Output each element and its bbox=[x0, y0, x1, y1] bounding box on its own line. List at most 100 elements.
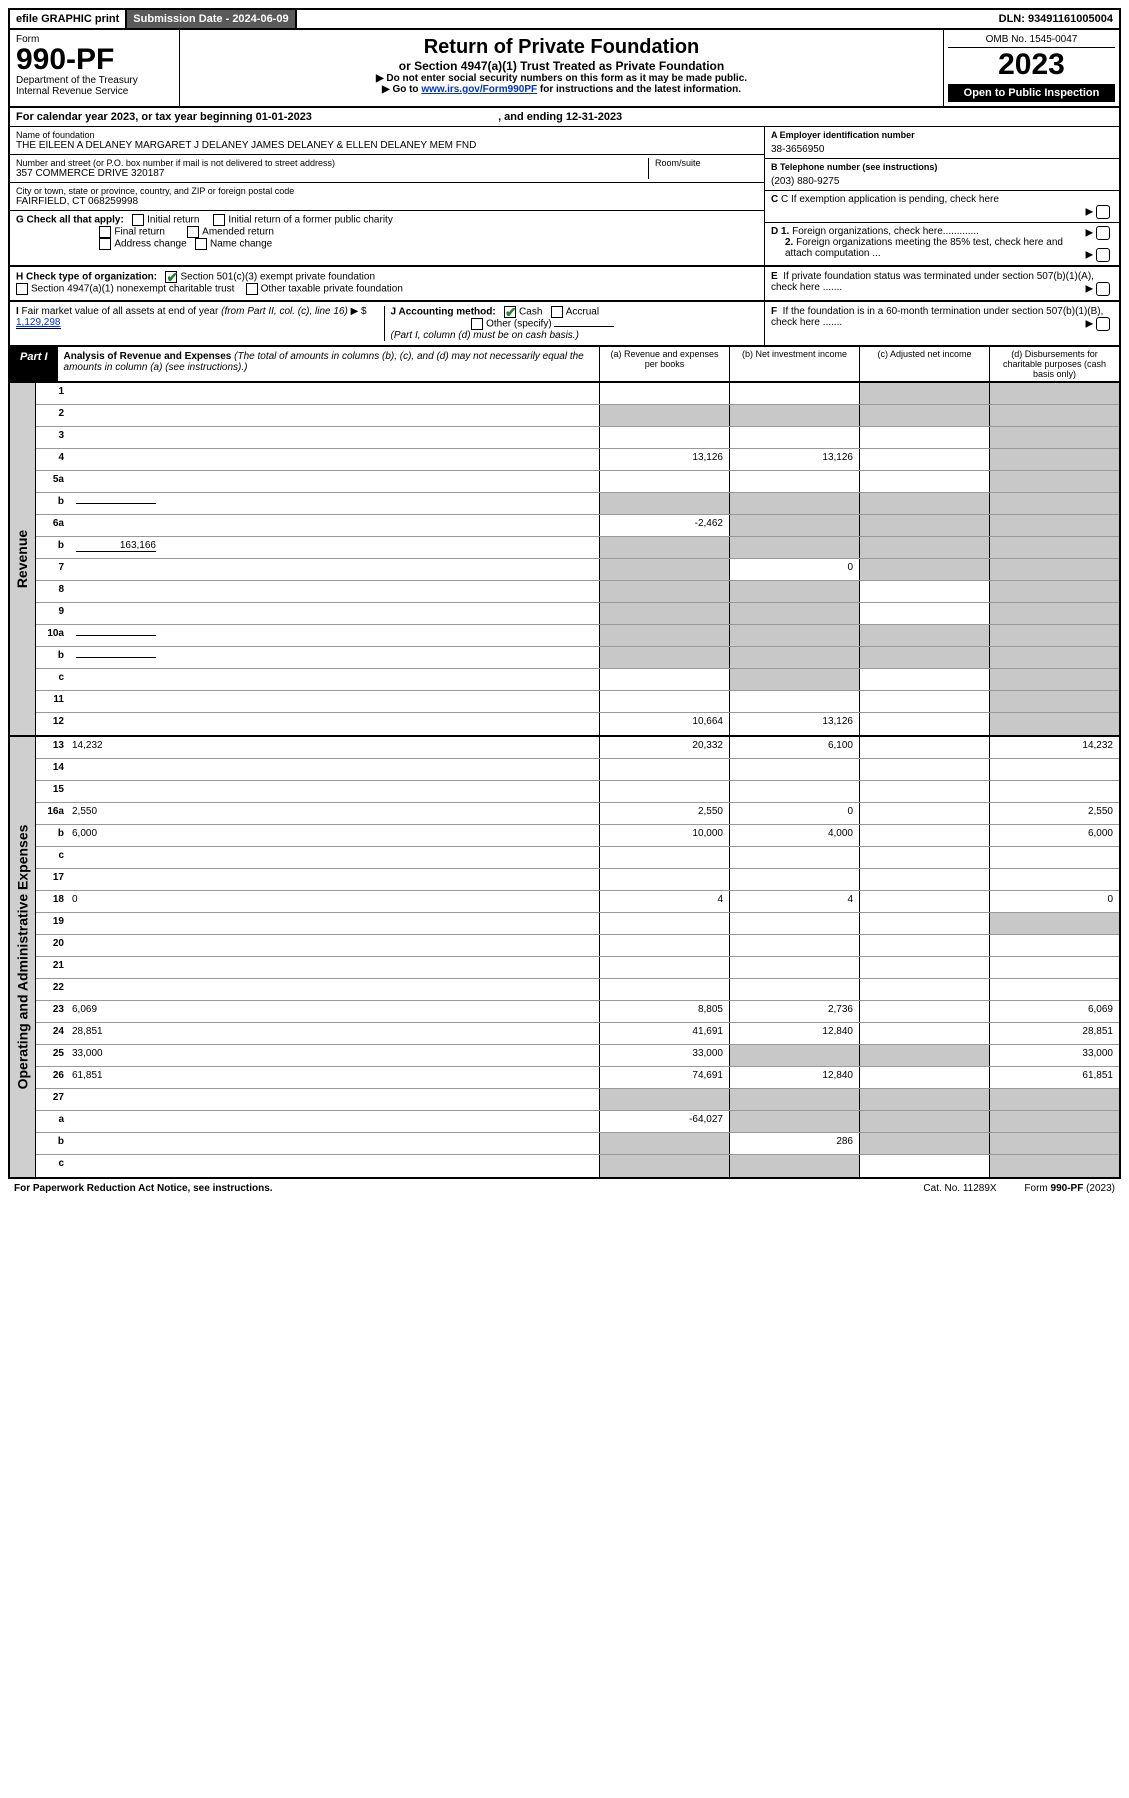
cell-c bbox=[859, 1067, 989, 1088]
cell-c bbox=[859, 471, 989, 492]
revenue-side-label: Revenue bbox=[10, 383, 36, 735]
row-desc bbox=[70, 581, 599, 602]
row-num: 20 bbox=[36, 935, 70, 956]
row-num: a bbox=[36, 1111, 70, 1132]
cell-a bbox=[599, 383, 729, 404]
name-hdr: Name of foundation bbox=[16, 130, 758, 140]
h2: Section 4947(a)(1) nonexempt charitable … bbox=[31, 284, 234, 295]
row-desc bbox=[70, 669, 599, 690]
cell-c bbox=[859, 803, 989, 824]
efile-label[interactable]: efile GRAPHIC print bbox=[10, 10, 127, 28]
g-label: G Check all that apply: bbox=[16, 215, 124, 226]
table-row: 1 bbox=[36, 383, 1119, 405]
cell-c bbox=[859, 449, 989, 470]
row-desc bbox=[70, 691, 599, 712]
cell-d bbox=[989, 1133, 1119, 1154]
row-num: 12 bbox=[36, 713, 70, 735]
chk-amended[interactable] bbox=[187, 226, 199, 238]
cell-c bbox=[859, 1023, 989, 1044]
cell-d bbox=[989, 449, 1119, 470]
chk-d2[interactable] bbox=[1096, 248, 1110, 262]
table-row: 5a bbox=[36, 471, 1119, 493]
table-row: 17 bbox=[36, 869, 1119, 891]
chk-initial[interactable] bbox=[132, 214, 144, 226]
row-num: 19 bbox=[36, 913, 70, 934]
cell-b bbox=[729, 603, 859, 624]
col-c: (c) Adjusted net income bbox=[859, 347, 989, 381]
g-name: Name change bbox=[210, 239, 272, 250]
chk-name[interactable] bbox=[195, 238, 207, 250]
cell-c bbox=[859, 383, 989, 404]
instr-2: ▶ Go to www.irs.gov/Form990PF for instru… bbox=[186, 84, 937, 95]
cell-c bbox=[859, 935, 989, 956]
chk-f[interactable] bbox=[1096, 317, 1110, 331]
cell-b bbox=[729, 781, 859, 802]
cell-d bbox=[989, 647, 1119, 668]
chk-cash[interactable] bbox=[504, 306, 516, 318]
row-num: b bbox=[36, 537, 70, 558]
j-label: J Accounting method: bbox=[391, 307, 496, 318]
row-desc bbox=[70, 869, 599, 890]
cell-d: 33,000 bbox=[989, 1045, 1119, 1066]
chk-address[interactable] bbox=[99, 238, 111, 250]
j-note: (Part I, column (d) must be on cash basi… bbox=[391, 330, 579, 341]
h-label: H Check type of organization: bbox=[16, 272, 157, 283]
c-text: C If exemption application is pending, c… bbox=[781, 194, 999, 205]
row-desc bbox=[70, 935, 599, 956]
chk-d1[interactable] bbox=[1096, 226, 1110, 240]
cell-a bbox=[599, 913, 729, 934]
chk-c[interactable] bbox=[1096, 205, 1110, 219]
cell-c bbox=[859, 957, 989, 978]
cell-d bbox=[989, 383, 1119, 404]
cell-a bbox=[599, 869, 729, 890]
table-row: 70 bbox=[36, 559, 1119, 581]
g-address: Address change bbox=[114, 239, 186, 250]
revenue-table: Revenue 123413,12613,1265ab6a-2,462b163,… bbox=[8, 383, 1121, 737]
table-row: a-64,027 bbox=[36, 1111, 1119, 1133]
row-desc bbox=[70, 781, 599, 802]
table-row: 14 bbox=[36, 759, 1119, 781]
row-num: 1 bbox=[36, 383, 70, 404]
submission-date: Submission Date - 2024-06-09 bbox=[127, 10, 296, 28]
h3: Other taxable private foundation bbox=[261, 284, 403, 295]
cell-a: -2,462 bbox=[599, 515, 729, 536]
instr2-post: for instructions and the latest informat… bbox=[537, 84, 741, 95]
cell-d bbox=[989, 913, 1119, 934]
row-desc bbox=[70, 493, 599, 514]
i-value[interactable]: 1,129,298 bbox=[16, 317, 61, 329]
cell-a bbox=[599, 781, 729, 802]
cell-b bbox=[729, 691, 859, 712]
table-row: 3 bbox=[36, 427, 1119, 449]
table-row: 22 bbox=[36, 979, 1119, 1001]
chk-501c3[interactable] bbox=[165, 271, 177, 283]
cell-a bbox=[599, 1089, 729, 1110]
city-hdr: City or town, state or province, country… bbox=[16, 186, 758, 196]
form-link[interactable]: www.irs.gov/Form990PF bbox=[421, 84, 537, 95]
form-subtitle: or Section 4947(a)(1) Trust Treated as P… bbox=[186, 59, 937, 73]
cell-b: 2,736 bbox=[729, 1001, 859, 1022]
table-row: 2661,85174,69112,84061,851 bbox=[36, 1067, 1119, 1089]
cell-a bbox=[599, 405, 729, 426]
chk-e[interactable] bbox=[1096, 282, 1110, 296]
row-num: 11 bbox=[36, 691, 70, 712]
cell-c bbox=[859, 781, 989, 802]
row-desc bbox=[70, 913, 599, 934]
chk-4947[interactable] bbox=[16, 283, 28, 295]
cell-c bbox=[859, 559, 989, 580]
chk-final[interactable] bbox=[99, 226, 111, 238]
cell-b: 13,126 bbox=[729, 449, 859, 470]
table-row: c bbox=[36, 669, 1119, 691]
cell-c bbox=[859, 1001, 989, 1022]
table-row: c bbox=[36, 1155, 1119, 1177]
j-cash: Cash bbox=[519, 307, 542, 318]
chk-other-tax[interactable] bbox=[246, 283, 258, 295]
chk-accrual[interactable] bbox=[551, 306, 563, 318]
cell-b bbox=[729, 1045, 859, 1066]
row-desc bbox=[70, 427, 599, 448]
chk-initial-former[interactable] bbox=[213, 214, 225, 226]
cell-d bbox=[989, 1155, 1119, 1177]
chk-other-method[interactable] bbox=[471, 318, 483, 330]
row-num: 26 bbox=[36, 1067, 70, 1088]
row-num: 8 bbox=[36, 581, 70, 602]
cell-a: 4 bbox=[599, 891, 729, 912]
